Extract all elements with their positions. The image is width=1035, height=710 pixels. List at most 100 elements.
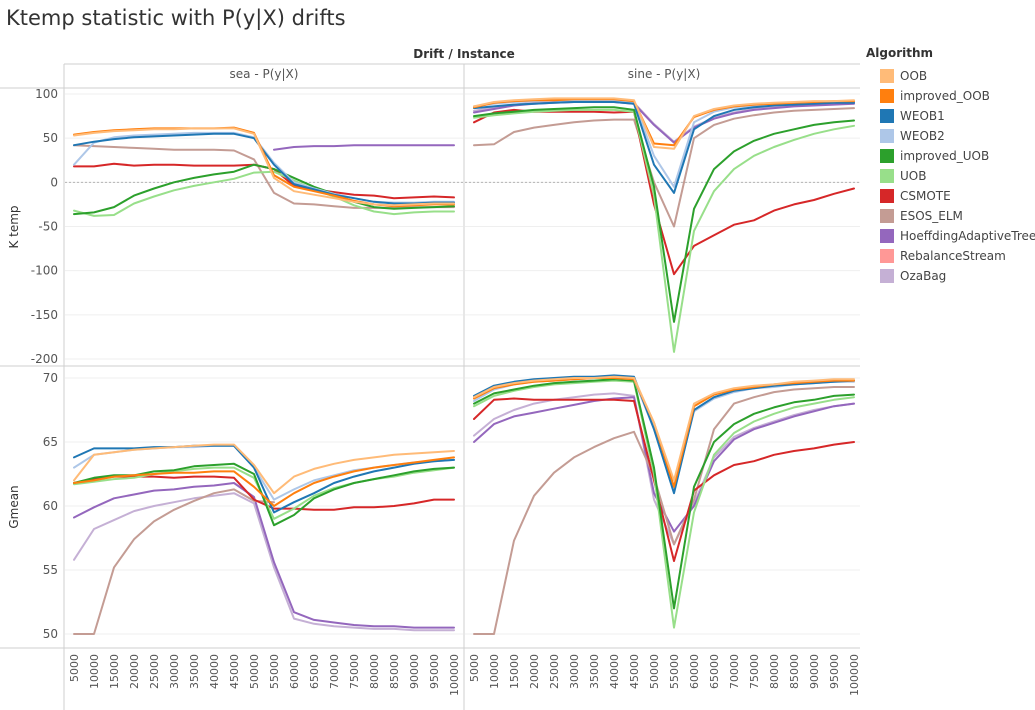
legend-item[interactable]: UOB [866,166,1035,186]
series-line [73,444,455,514]
legend-label: WEOB1 [900,109,945,123]
legend-label: HoeffdingAdaptiveTree [900,229,1035,243]
x-tick-label: 75000 [348,654,361,689]
legend-swatch [880,209,894,223]
y-axis-label: K temp [7,205,21,248]
legend-label: RebalanceStream [900,249,1006,263]
series-line [473,397,855,562]
x-tick-label: 95000 [428,654,441,689]
legend-swatch [880,169,894,183]
legend-title: Algorithm [866,46,934,60]
x-tick-label: 5000 [68,654,81,682]
column-label: sine - P(y|X) [628,67,701,81]
x-tick-label: 25000 [548,654,561,689]
y-tick-label: 60 [43,499,58,513]
page-title: Ktemp statistic with P(y|X) drifts [6,6,346,30]
legend-swatch [880,129,894,143]
x-tick-label: 90000 [408,654,421,689]
series-line [473,377,855,492]
x-tick-label: 45000 [228,654,241,689]
x-tick-label: 25000 [148,654,161,689]
legend-item[interactable]: OOB [866,66,1035,86]
y-axis-label: Gmean [7,485,21,528]
y-tick-label: 55 [43,563,58,577]
series-line [73,475,455,511]
x-tick-label: 70000 [328,654,341,689]
series-line [73,456,455,507]
legend-swatch [880,269,894,283]
legend-item[interactable]: HoeffdingAdaptiveTree [866,226,1035,246]
x-tick-label: 65000 [708,654,721,689]
x-tick-label: 100000 [448,654,461,696]
legend-swatch [880,149,894,163]
series-line [73,488,275,635]
legend-label: WEOB2 [900,129,945,143]
y-tick-label: -150 [31,308,58,322]
x-tick-label: 35000 [188,654,201,689]
series-line [73,170,455,217]
legend-swatch [880,189,894,203]
x-tick-label: 100000 [848,654,860,696]
x-tick-label: 55000 [668,654,681,689]
series-line [473,377,855,488]
legend-item[interactable]: ESOS_ELM [866,206,1035,226]
legend-swatch [880,89,894,103]
y-tick-label: 100 [35,87,58,101]
y-tick-label: -200 [31,352,58,366]
series-line [473,374,855,495]
x-tick-label: 20000 [528,654,541,689]
x-tick-label: 85000 [788,654,801,689]
legend-item[interactable]: improved_UOB [866,146,1035,166]
series-line [473,107,855,228]
legend-swatch [880,69,894,83]
legend-label: OOB [900,69,928,83]
series-line [473,378,855,610]
legend-label: improved_OOB [900,89,990,103]
series-line [273,144,455,151]
series-line [473,386,855,635]
x-tick-label: 15000 [508,654,521,689]
legend-swatch [880,229,894,243]
legend-item[interactable]: OzaBag [866,266,1035,286]
legend-label: improved_UOB [900,149,990,163]
legend-swatch [880,109,894,123]
x-tick-label: 10000 [88,654,101,689]
series-line [473,108,855,353]
series-line [73,127,455,207]
facet-header: Drift / Instance [413,47,514,61]
column-label: sea - P(y|X) [230,67,299,81]
y-tick-label: -100 [31,264,58,278]
x-tick-label: 65000 [308,654,321,689]
series-line [73,443,455,495]
legend-item[interactable]: improved_OOB [866,86,1035,106]
series-line [73,482,455,629]
y-tick-label: 70 [43,371,58,385]
chart: Drift / Instance sea - P(y|X) sine - P(y|X… [0,47,860,710]
legend-item[interactable]: RebalanceStream [866,246,1035,266]
x-tick-label: 90000 [808,654,821,689]
x-tick-label: 75000 [748,654,761,689]
x-tick-label: 10000 [488,654,501,689]
x-tick-label: 50000 [248,654,261,689]
x-tick-label: 55000 [268,654,281,689]
y-tick-label: 0 [50,175,58,189]
legend-item[interactable]: WEOB1 [866,106,1035,126]
legend-item[interactable]: WEOB2 [866,126,1035,146]
y-tick-label: -50 [38,220,58,234]
x-tick-label: 80000 [368,654,381,689]
x-tick-label: 60000 [688,654,701,689]
legend-label: CSMOTE [900,189,951,203]
legend: Algorithm OOB improved_OOB WEOB1 WEOB2 impro… [866,46,1035,286]
series-line [473,375,855,482]
legend-label: OzaBag [900,269,947,283]
y-tick-label: 50 [43,627,58,641]
x-tick-label: 20000 [128,654,141,689]
legend-item[interactable]: CSMOTE [866,186,1035,206]
x-tick-label: 95000 [828,654,841,689]
y-tick-label: 65 [43,435,58,449]
series-line [473,97,855,150]
legend-label: UOB [900,169,927,183]
legend-swatch [880,249,894,263]
x-tick-label: 70000 [728,654,741,689]
x-tick-label: 30000 [568,654,581,689]
